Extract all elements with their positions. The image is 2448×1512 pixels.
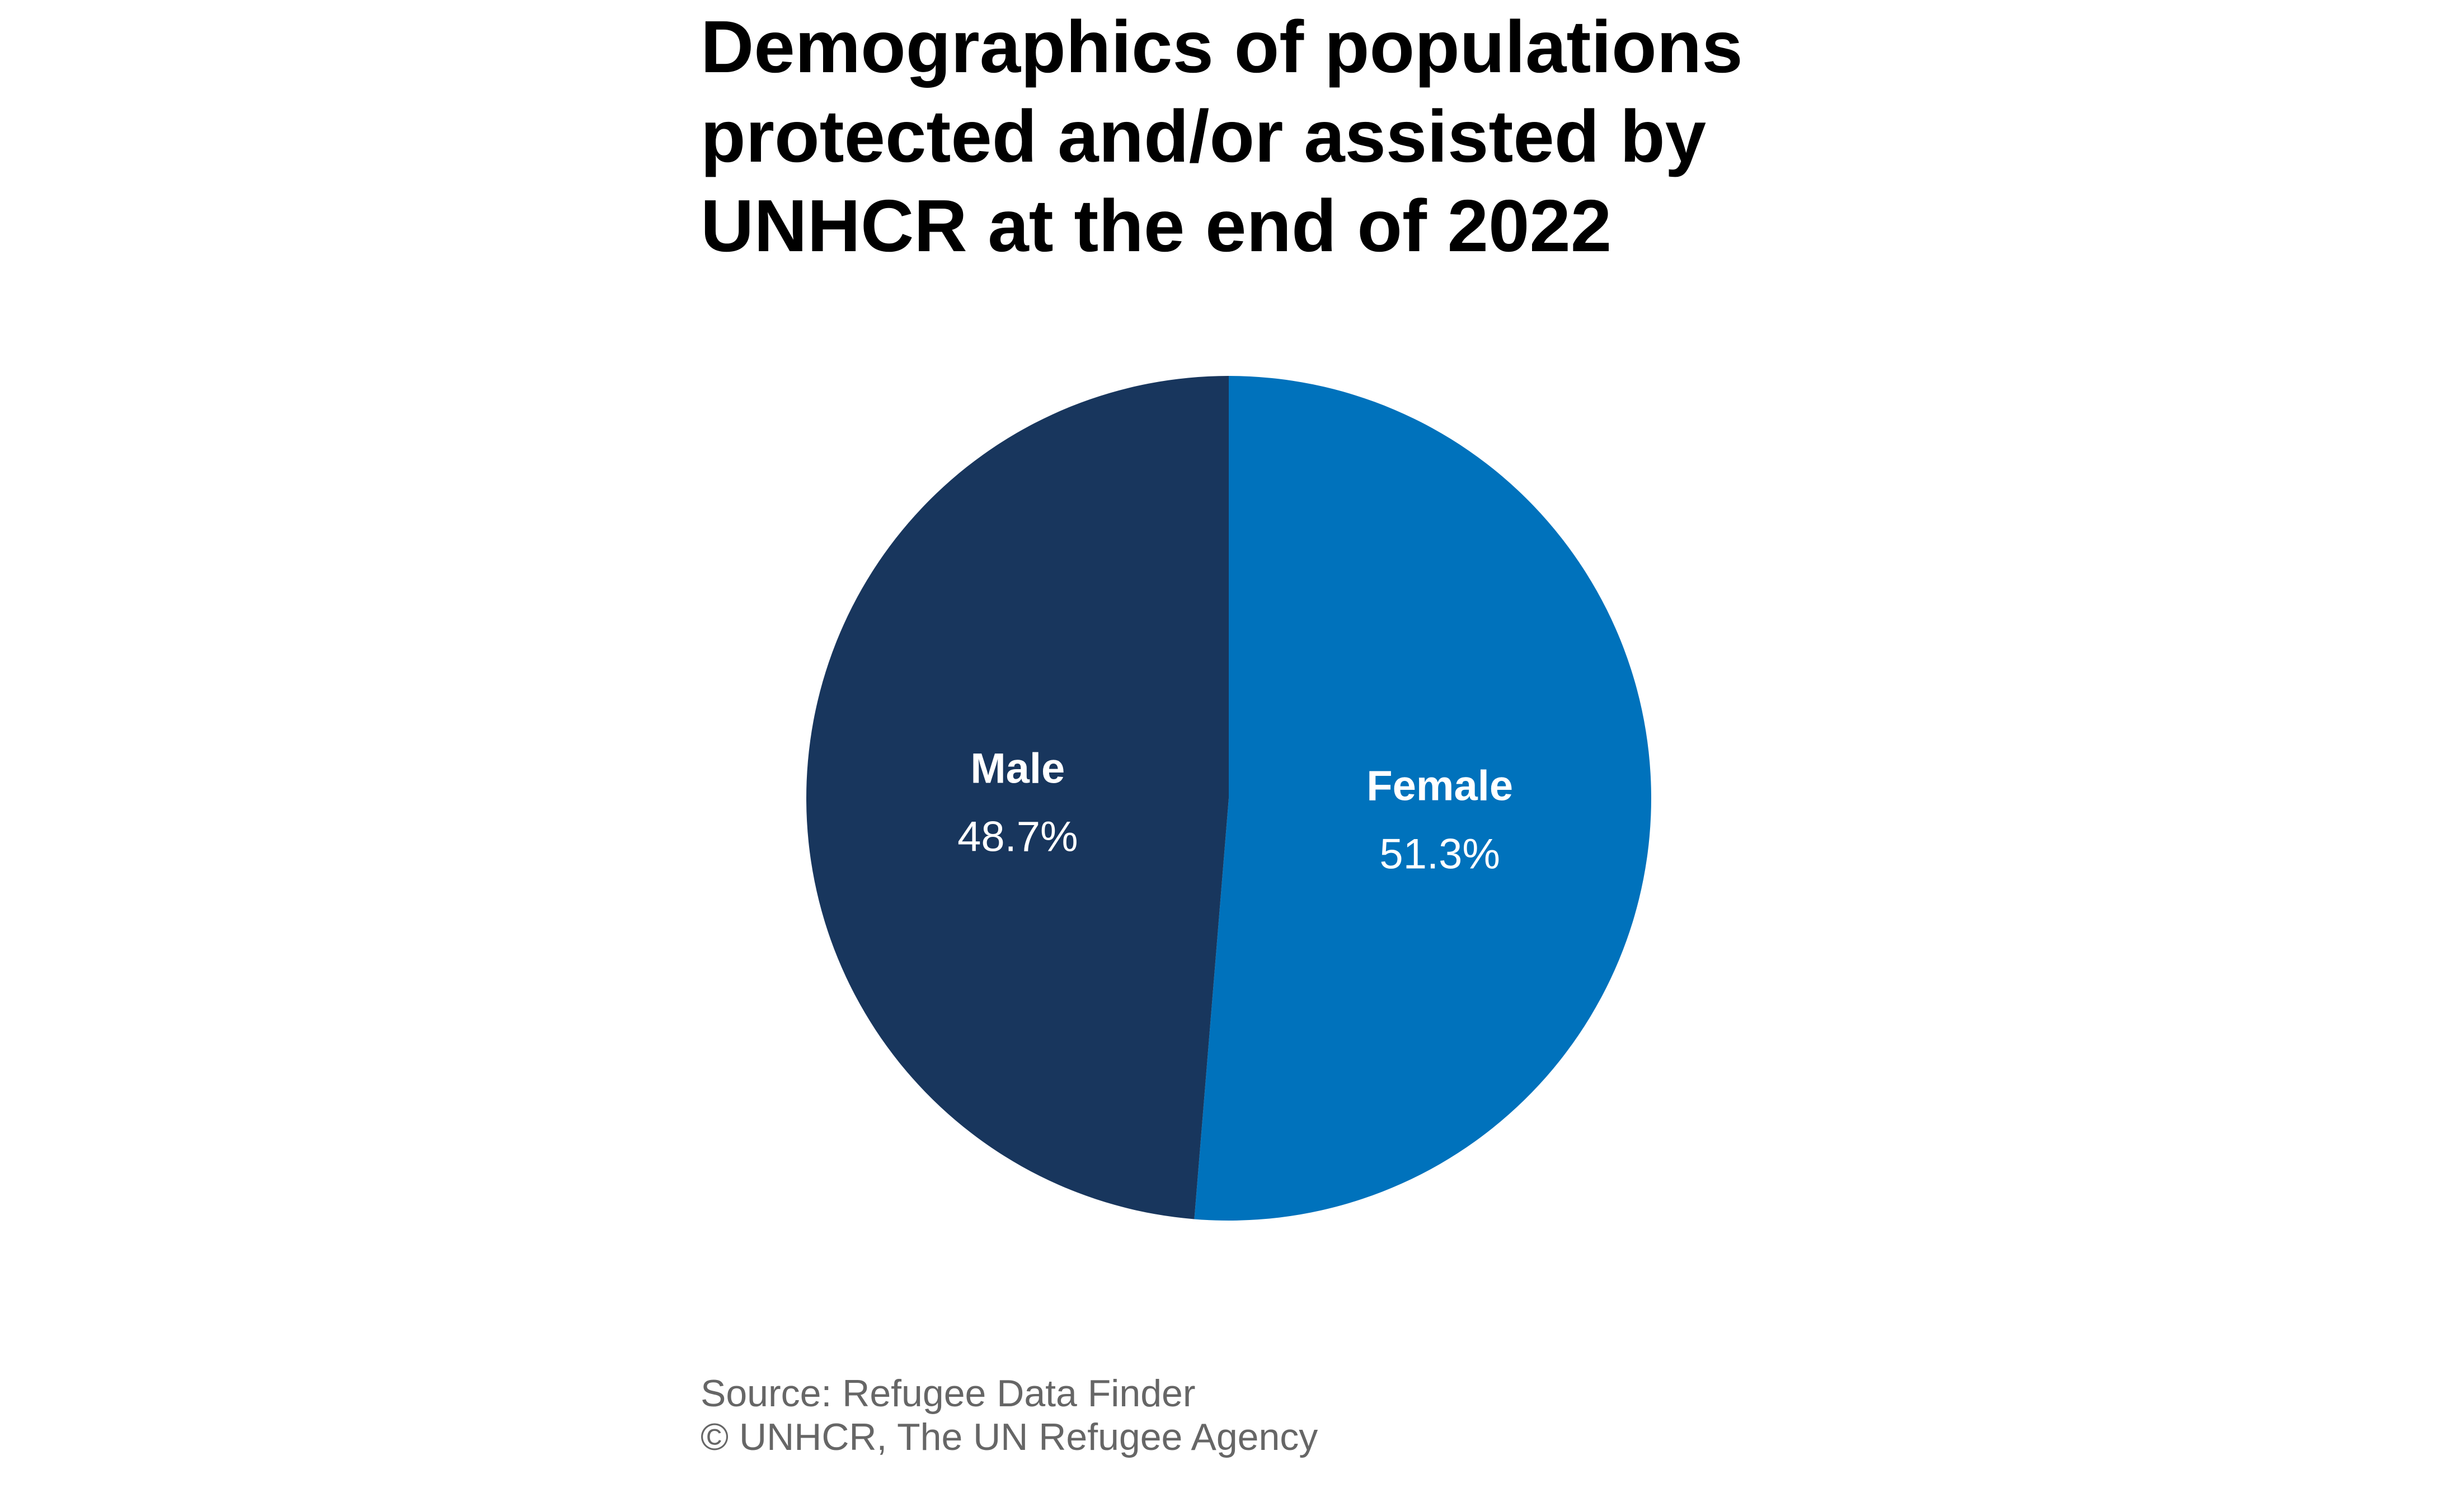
chart-title-line-2: protected and/or assisted by xyxy=(701,95,1707,177)
slice-value-male: 48.7% xyxy=(957,813,1078,861)
copyright-note: © UNHCR, The UN Refugee Agency xyxy=(701,1416,1318,1458)
chart-title: Demographics of populations protected an… xyxy=(701,2,1987,271)
chart-title-line-3: UNHCR at the end of 2022 xyxy=(701,185,1612,267)
pie-slice-female xyxy=(1194,376,1652,1221)
pie-slice-male xyxy=(806,376,1229,1219)
chart-footer: Source: Refugee Data Finder © UNHCR, The… xyxy=(701,1372,1318,1459)
slice-label-female: Female xyxy=(1366,762,1513,809)
chart-title-line-1: Demographics of populations xyxy=(701,6,1743,88)
slice-label-male: Male xyxy=(970,745,1065,793)
slice-value-female: 51.3% xyxy=(1379,830,1500,878)
source-note: Source: Refugee Data Finder xyxy=(701,1372,1196,1415)
